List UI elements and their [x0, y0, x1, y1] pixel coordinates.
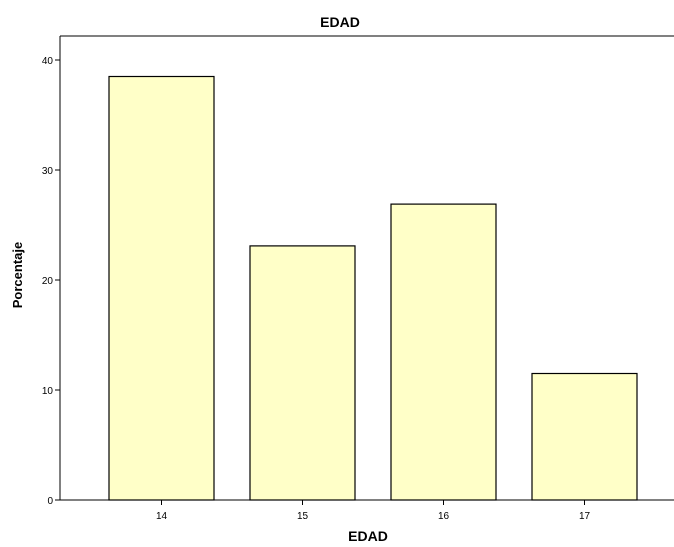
y-ticks-group: 0 10 20 30 40 [42, 56, 60, 507]
y-tick-label-0: 0 [47, 496, 53, 507]
x-axis-label: EDAD [348, 528, 388, 544]
y-tick-label-30: 30 [42, 166, 54, 177]
y-tick-label-10: 10 [42, 386, 54, 397]
x-tick-label-17: 17 [579, 511, 591, 522]
chart-title: EDAD [320, 14, 360, 30]
bar-17 [531, 372, 638, 501]
y-tick-label-20: 20 [42, 276, 54, 287]
x-tick-label-15: 15 [297, 511, 309, 522]
x-tick-label-16: 16 [438, 511, 450, 522]
x-ticks-group: 14 15 16 17 [156, 500, 591, 522]
y-axis-label: Porcentaje [10, 242, 25, 308]
bar-15 [249, 245, 356, 501]
bars-group [108, 75, 638, 501]
bar-16 [390, 203, 497, 501]
bar-14 [108, 75, 215, 501]
y-tick-label-40: 40 [42, 56, 54, 67]
x-tick-label-14: 14 [156, 511, 168, 522]
